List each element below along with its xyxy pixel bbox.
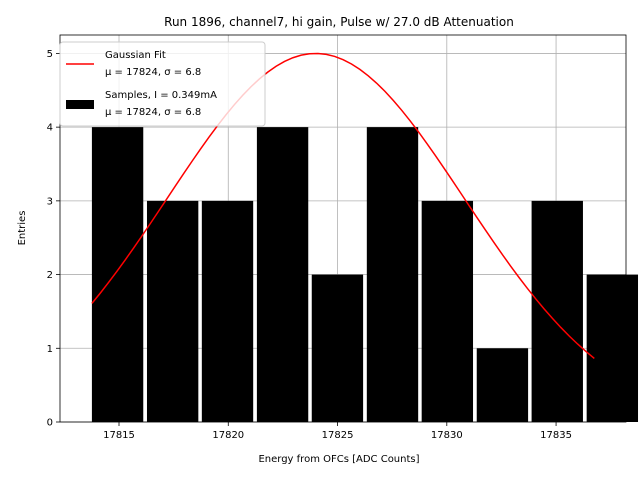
legend-samples-name: Samples, I = 0.349mA <box>105 90 217 101</box>
histogram-bar-6 <box>421 200 474 422</box>
x-axis-label: Energy from OFCs [ADC Counts] <box>258 454 419 465</box>
gaussian-fit-line <box>91 52 595 360</box>
y-tick-label-1: 1 <box>47 344 53 355</box>
x-tick-label-2: 17825 <box>322 430 354 441</box>
histogram-bar-7 <box>476 348 529 422</box>
legend-box <box>59 41 266 127</box>
y-axis-ticks: 0 1 2 3 4 5 <box>47 49 60 429</box>
y-tick-label-3: 3 <box>47 196 53 207</box>
histogram-bar-9 <box>586 274 639 422</box>
x-tick-label-4: 17835 <box>540 430 572 441</box>
plot-frame <box>59 34 627 423</box>
x-tick-label-1: 17820 <box>212 430 244 441</box>
legend-fit-stats: μ = 17824, σ = 6.8 <box>105 67 201 78</box>
x-axis-ticks: 17815 17820 17825 17830 17835 <box>103 422 572 441</box>
legend-samples-stats: μ = 17824, σ = 6.8 <box>105 107 201 118</box>
y-tick-label-5: 5 <box>47 49 53 60</box>
histogram-bar-4 <box>311 274 364 422</box>
y-axis-label: Entries <box>17 211 28 246</box>
histogram-bar-0 <box>91 127 144 423</box>
histogram-bar-8 <box>531 200 583 422</box>
x-tick-label-0: 17815 <box>103 430 135 441</box>
histogram-bar-1 <box>146 200 199 422</box>
histogram-bar-2 <box>201 200 254 422</box>
legend-fit-name: Gaussian Fit <box>105 50 166 61</box>
chart-title: Run 1896, channel7, hi gain, Pulse w/ 27… <box>164 15 514 29</box>
legend-samples-swatch <box>66 100 94 109</box>
histogram-bar-5 <box>366 127 419 423</box>
histogram-bars <box>91 127 639 423</box>
x-tick-label-3: 17830 <box>431 430 463 441</box>
histogram-bar-3 <box>256 127 309 423</box>
legend: Gaussian Fit μ = 17824, σ = 6.8 Samples,… <box>59 41 266 127</box>
y-tick-label-4: 4 <box>47 123 53 134</box>
y-tick-label-0: 0 <box>47 418 53 429</box>
y-tick-label-2: 2 <box>47 270 53 281</box>
